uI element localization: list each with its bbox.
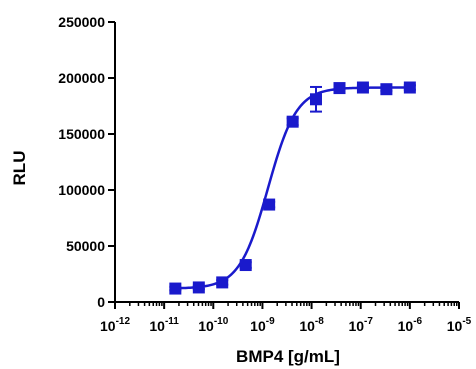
data-point	[216, 276, 229, 289]
x-tick-label: 10-12	[100, 316, 130, 334]
square-marker	[192, 281, 205, 294]
square-marker	[263, 198, 276, 211]
data-point	[169, 282, 182, 295]
y-tick-label: 200000	[58, 70, 105, 86]
x-tick-label: 10-8	[299, 316, 324, 334]
y-tick-label: 0	[97, 294, 105, 310]
data-points	[169, 81, 416, 295]
x-tick-label: 10-9	[250, 316, 275, 334]
data-point	[333, 82, 346, 95]
y-axis-title: RLU	[10, 151, 29, 186]
x-axis-title: BMP4 [g/mL]	[236, 347, 340, 366]
data-point	[309, 85, 322, 113]
square-marker	[333, 82, 346, 95]
x-tick-label: 10-10	[198, 316, 228, 334]
square-marker	[403, 81, 416, 94]
y-tick-label: 100000	[58, 182, 105, 198]
y-tick-label: 150000	[58, 126, 105, 142]
y-tick-label: 250000	[58, 14, 105, 30]
square-marker	[169, 282, 182, 295]
square-marker	[239, 259, 252, 272]
data-point	[286, 115, 299, 128]
data-point	[263, 198, 276, 211]
data-point	[380, 83, 393, 96]
square-marker	[380, 83, 393, 96]
square-marker	[216, 276, 229, 289]
square-marker	[286, 115, 299, 128]
data-point	[403, 81, 416, 94]
x-tick-label: 10-7	[348, 316, 373, 334]
data-point	[192, 281, 205, 294]
data-point	[356, 81, 369, 94]
x-tick-label: 10-11	[149, 316, 179, 334]
y-axis: 0 50000 100000 150000 200000 250000	[58, 14, 116, 310]
data-point	[239, 259, 252, 272]
square-marker	[356, 81, 369, 94]
x-axis: 10-12 10-11 10-10 10-9 10-8 10-7 10-6 10-5	[100, 301, 472, 334]
y-tick-label: 50000	[66, 238, 105, 254]
square-marker	[309, 93, 322, 106]
x-tick-label: 10-5	[447, 316, 472, 334]
x-tick-label: 10-6	[398, 316, 423, 334]
